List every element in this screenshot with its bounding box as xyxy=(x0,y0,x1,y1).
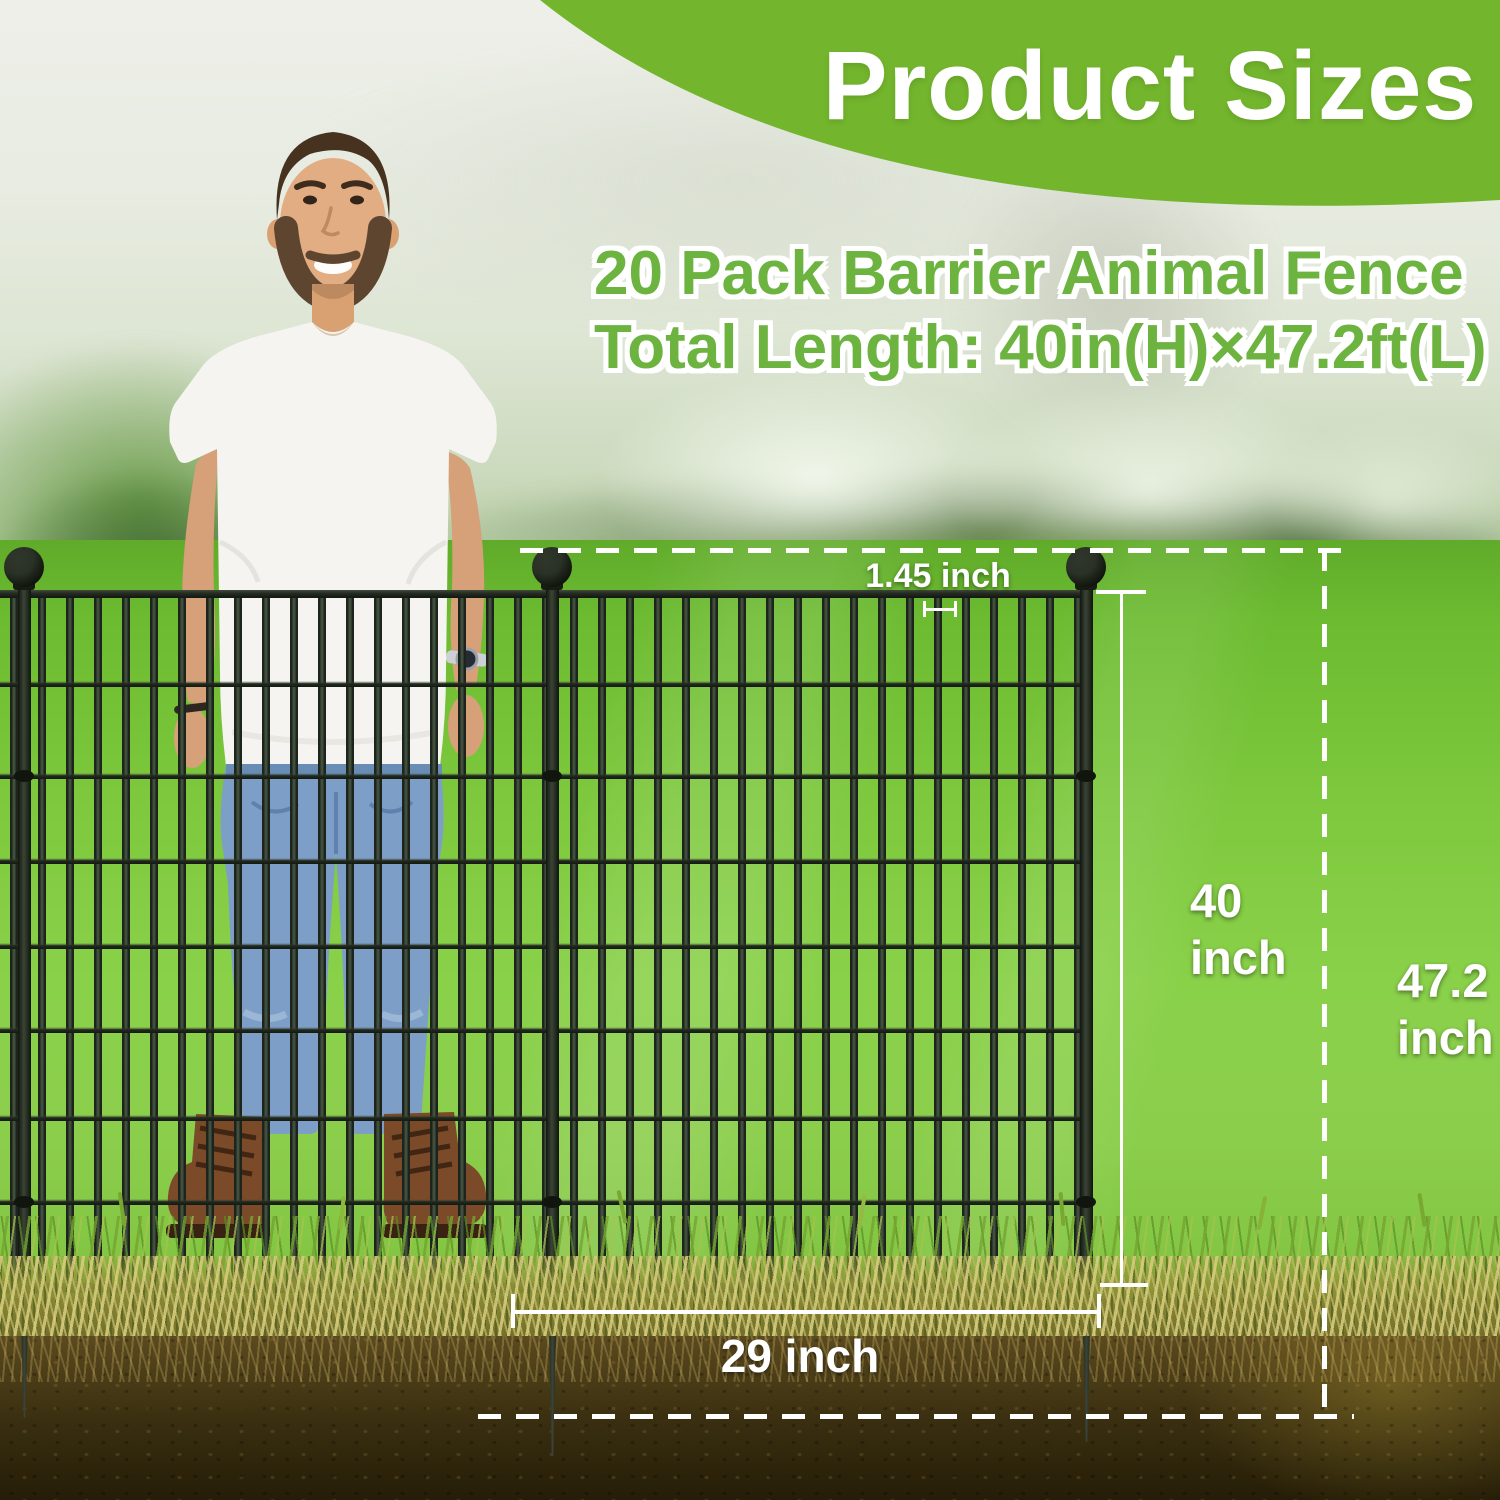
ball-finial xyxy=(4,547,44,587)
ground-stake xyxy=(1082,1290,1091,1442)
dim-top-dashed-line xyxy=(520,548,1353,553)
rail-clip xyxy=(1076,770,1096,782)
height-measure-line xyxy=(1120,590,1123,1287)
rail-clip xyxy=(14,770,34,782)
rail-clip xyxy=(1076,1196,1096,1208)
rail-clip xyxy=(14,1196,34,1208)
ball-finial xyxy=(532,547,572,587)
bar-gap-tick xyxy=(954,601,957,617)
dim-right-dashed-line xyxy=(1322,548,1327,1419)
dim-bottom-dashed-line xyxy=(478,1414,1354,1419)
eye xyxy=(303,195,317,205)
ground-stake xyxy=(20,1290,29,1418)
eyebrow xyxy=(341,180,373,190)
width-measure-left-tick xyxy=(511,1294,515,1328)
width-measure-line xyxy=(513,1310,1100,1314)
height-measure-bottom-tick xyxy=(1100,1283,1148,1287)
eye xyxy=(350,195,364,205)
mustache xyxy=(305,250,361,264)
subtitle-line2: Total Length: 40in(H)×47.2ft(L) xyxy=(594,313,1487,382)
panel-width-label: 29 inch xyxy=(720,1330,880,1382)
banner-swoosh xyxy=(540,0,1500,206)
ball-finial xyxy=(1066,547,1106,587)
ground-stake xyxy=(548,1290,557,1456)
eyebrow xyxy=(294,180,326,190)
banner-title: Product Sizes xyxy=(822,31,1478,140)
fence-post xyxy=(1080,585,1093,1292)
total-height-label: 47.2 inch xyxy=(1397,954,1494,1065)
nose xyxy=(320,206,340,237)
hair xyxy=(276,132,390,220)
panel-height-label: 40 inch xyxy=(1190,874,1287,985)
width-measure-right-tick xyxy=(1097,1294,1101,1328)
rail-clip xyxy=(542,770,562,782)
subtitle-line1: 20 Pack Barrier Animal Fence xyxy=(594,239,1464,308)
bar-gap-label: 1.45 inch xyxy=(865,557,1011,595)
rail-clip xyxy=(542,1196,562,1208)
grass-thatch xyxy=(0,1256,1500,1336)
bar-gap-bracket xyxy=(925,608,955,611)
fence-post xyxy=(18,585,31,1292)
bar-gap-tick xyxy=(923,601,926,617)
fence-post xyxy=(546,585,559,1292)
